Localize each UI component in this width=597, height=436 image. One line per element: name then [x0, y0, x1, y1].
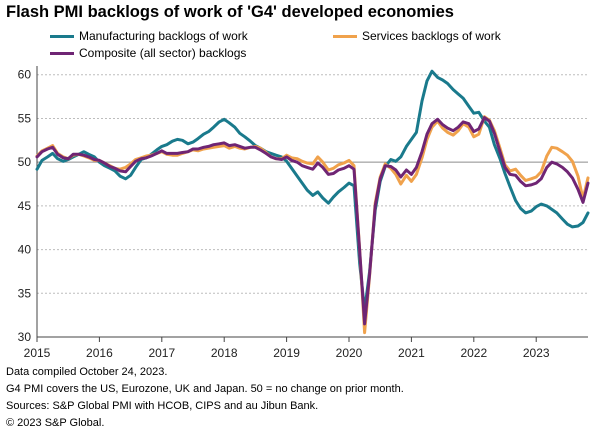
x-tick-label: 2021	[398, 346, 425, 360]
gridlines	[37, 74, 588, 338]
legend-swatch-composite	[50, 51, 74, 55]
series-line-services-backlogs-of-work	[35, 115, 590, 335]
legend-swatch-manufacturing	[50, 34, 74, 38]
x-tick-label: 2020	[336, 346, 363, 360]
footnote-coverage: G4 PMI covers the US, Eurozone, UK and J…	[6, 383, 404, 395]
legend-label-manufacturing: Manufacturing backlogs of work	[79, 29, 248, 43]
footnote-sources: Sources: S&P Global PMI with HCOB, CIPS …	[6, 400, 319, 412]
y-tick-label: 50	[18, 155, 32, 169]
series-line-manufacturing-backlogs-of-work	[35, 69, 590, 313]
legend-item-services: Services backlogs of work	[333, 29, 501, 43]
y-tick-label: 60	[18, 68, 32, 82]
x-tick-label: 2016	[86, 346, 113, 360]
x-tick-label: 2019	[273, 346, 300, 360]
chart-title: Flash PMI backlogs of work of 'G4' devel…	[6, 3, 454, 21]
legend-label-composite: Composite (all sector) backlogs	[79, 46, 247, 60]
x-tick-label: 2022	[460, 346, 487, 360]
footnote-copyright: © 2023 S&P Global.	[6, 417, 105, 429]
legend-item-manufacturing: Manufacturing backlogs of work	[50, 29, 248, 43]
series-line-composite-all-sector-backlogs	[35, 116, 590, 326]
series-lines	[35, 69, 590, 335]
x-tick-label: 2017	[148, 346, 175, 360]
legend-swatch-services	[333, 34, 357, 38]
axes: 30 35 40 45 50 55 60 2015 2016 2017 2018 2019 2020 20…	[18, 66, 588, 360]
y-tick-label: 55	[18, 111, 32, 125]
y-tick-label: 35	[18, 286, 32, 300]
x-tick-label: 2023	[523, 346, 550, 360]
y-tick-label: 40	[18, 243, 32, 257]
footnote-date: Data compiled October 24, 2023.	[6, 366, 168, 378]
x-tick-label: 2015	[24, 346, 51, 360]
legend-item-composite: Composite (all sector) backlogs	[50, 46, 246, 60]
y-tick-label: 30	[18, 330, 32, 344]
x-tick-label: 2018	[211, 346, 238, 360]
y-tick-label: 45	[18, 199, 32, 213]
legend-label-services: Services backlogs of work	[362, 29, 501, 43]
